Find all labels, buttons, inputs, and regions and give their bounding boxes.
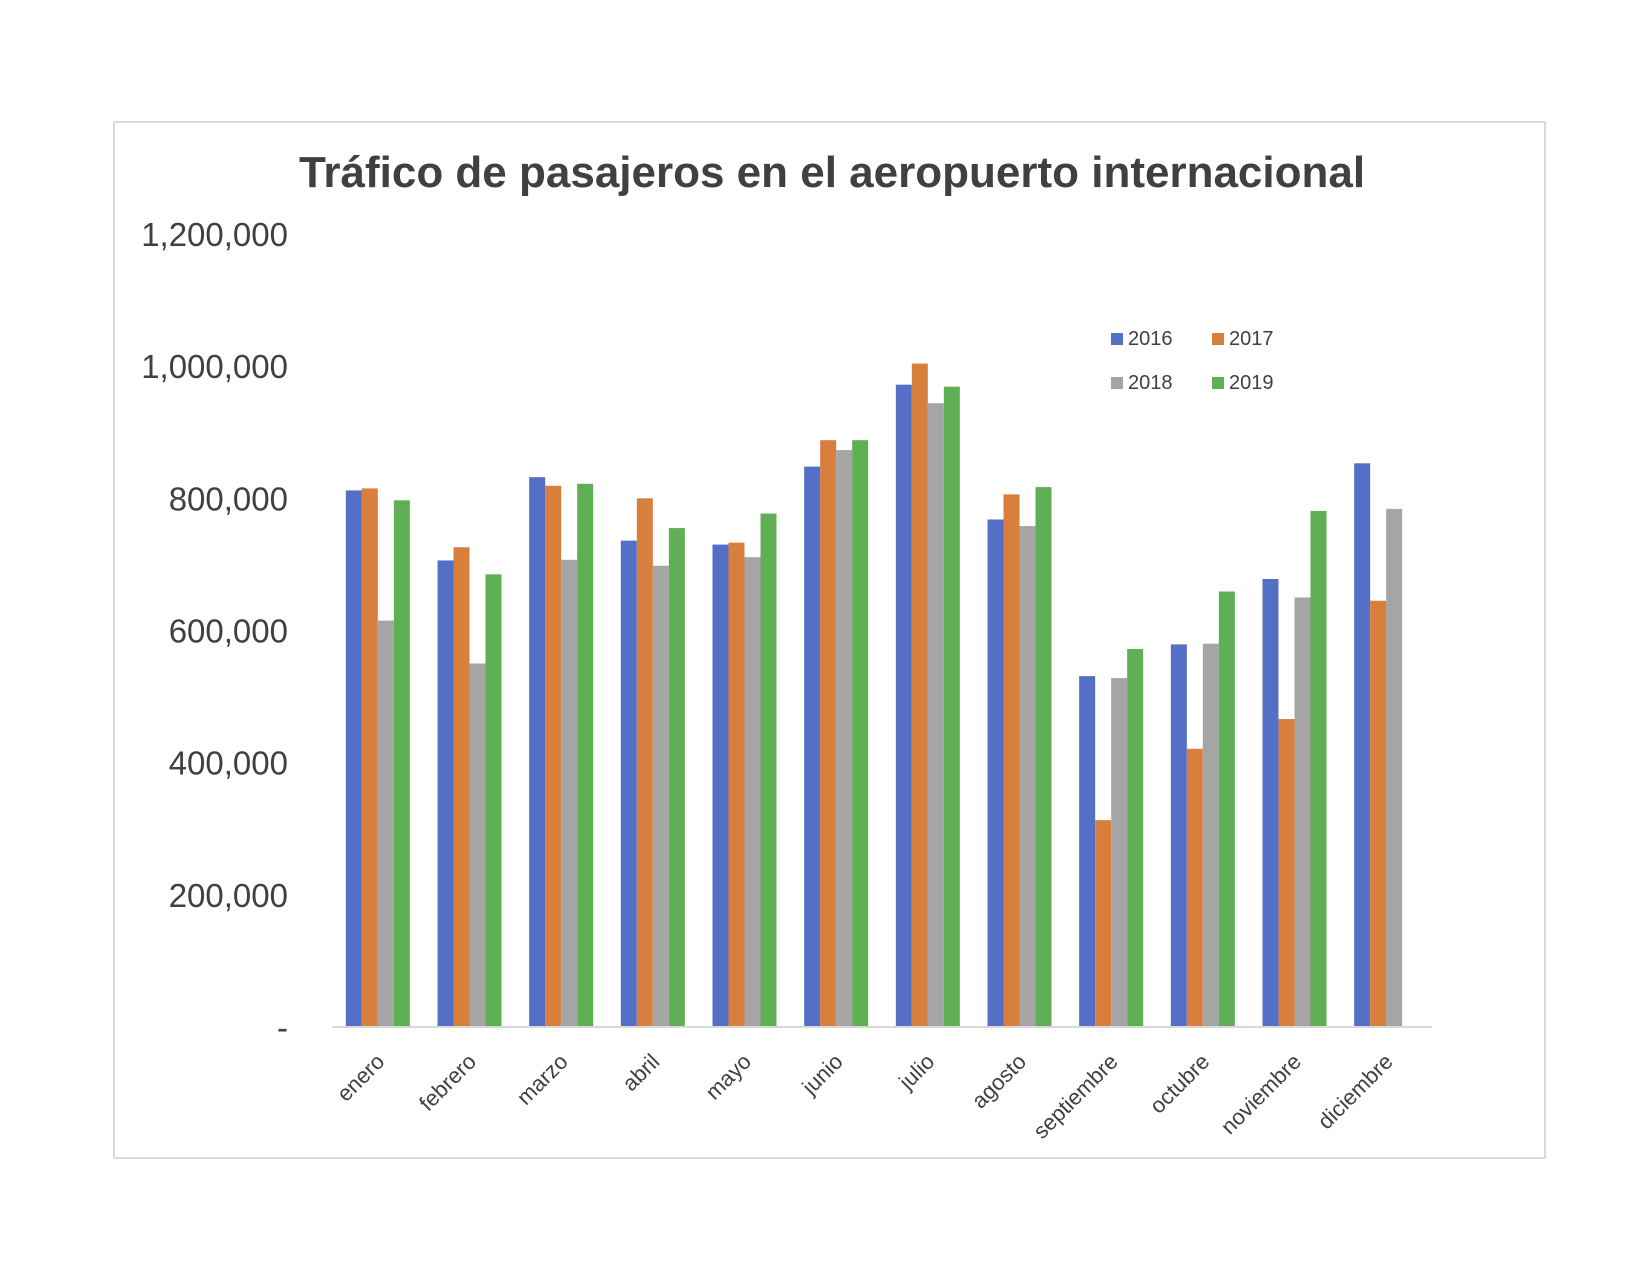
bar-2018-enero (377, 620, 394, 1027)
bar-2016-noviembre (1262, 578, 1279, 1027)
legend: 2016 2017 2018 2019 (1111, 328, 1274, 394)
bar-2019-mayo (760, 513, 777, 1027)
legend-swatch-2017 (1212, 333, 1224, 345)
bar-2019-septiembre (1127, 649, 1144, 1027)
bar-2017-junio (820, 440, 837, 1027)
bar-2018-junio (836, 450, 853, 1027)
bar-2016-octubre (1170, 644, 1187, 1027)
bar-2016-septiembre (1079, 676, 1096, 1027)
bar-2019-enero (393, 500, 410, 1028)
x-tick-label: diciembre (1313, 1049, 1398, 1134)
x-tick-label: marzo (512, 1049, 573, 1110)
x-tick-label: mayo (700, 1049, 756, 1105)
bar-2016-enero (345, 490, 362, 1027)
y-tick-label: 200,000 (169, 877, 288, 914)
bar-2018-abril (652, 565, 669, 1027)
legend-label: 2018 (1128, 372, 1173, 394)
x-tick-label: enero (332, 1049, 389, 1106)
x-tick-label: abril (617, 1049, 664, 1096)
bar-2016-junio (804, 466, 821, 1027)
x-tick-label: julio (893, 1049, 939, 1095)
bar-2016-agosto (987, 519, 1004, 1027)
bar-2018-mayo (744, 557, 761, 1027)
bar-2019-junio (852, 440, 869, 1027)
bar-2016-diciembre (1354, 463, 1371, 1027)
y-tick-label: 600,000 (169, 613, 288, 650)
x-tick-label: septiembre (1028, 1049, 1123, 1144)
bar-2016-julio (895, 384, 912, 1027)
bar-2017-mayo (728, 542, 745, 1027)
bar-2017-noviembre (1278, 719, 1295, 1027)
bar-2018-agosto (1019, 526, 1036, 1027)
bar-2018-diciembre (1386, 508, 1403, 1027)
bar-2019-abril (668, 528, 685, 1027)
bar-2018-octubre (1202, 643, 1219, 1027)
bar-2017-diciembre (1370, 600, 1387, 1027)
bar-2018-julio (927, 403, 944, 1027)
bar-2019-julio (943, 386, 960, 1028)
x-tick-label: noviembre (1216, 1049, 1306, 1139)
bar-2019-agosto (1035, 487, 1052, 1028)
bar-2017-abril (636, 498, 653, 1027)
x-tick-label: febrero (414, 1049, 481, 1116)
bar-2019-noviembre (1310, 510, 1327, 1027)
bar-2018-marzo (561, 559, 578, 1027)
bar-2016-abril (620, 540, 637, 1027)
legend-label: 2017 (1229, 328, 1274, 350)
y-tick-label: 800,000 (169, 480, 288, 517)
bar-2018-septiembre (1111, 678, 1128, 1027)
bar-2016-febrero (437, 560, 454, 1027)
x-tick-label: agosto (967, 1049, 1031, 1113)
legend-label: 2019 (1229, 372, 1274, 394)
bar-2017-septiembre (1095, 820, 1112, 1027)
bar-2018-febrero (469, 663, 486, 1027)
y-tick-label: - (277, 1009, 288, 1046)
bar-2017-febrero (453, 547, 470, 1027)
x-tick-label: junio (796, 1049, 847, 1100)
bar-2019-octubre (1218, 591, 1235, 1027)
y-tick-label: 1,000,000 (141, 348, 288, 385)
legend-swatch-2018 (1111, 377, 1123, 389)
bar-2018-noviembre (1294, 597, 1311, 1027)
legend-swatch-2019 (1212, 377, 1224, 389)
bar-2016-mayo (712, 544, 729, 1027)
bar-series-group (345, 363, 1403, 1028)
chart-title: Tráfico de pasajeros en el aeropuerto in… (299, 148, 1365, 197)
bar-2017-enero (361, 488, 378, 1027)
bar-2019-febrero (485, 574, 502, 1027)
bar-2017-octubre (1186, 748, 1203, 1027)
x-axis: enero febrero marzo abril mayo junio julio agos… (332, 1049, 1398, 1144)
y-tick-label: 1,200,000 (141, 216, 288, 253)
bar-2019-marzo (577, 483, 594, 1027)
bar-2017-julio (911, 363, 928, 1028)
legend-label: 2016 (1128, 328, 1173, 350)
y-axis: - 200,000 400,000 600,000 800,000 1,000,000 1,… (141, 216, 288, 1046)
bar-2017-marzo (545, 485, 562, 1028)
y-tick-label: 400,000 (169, 745, 288, 782)
legend-swatch-2016 (1111, 333, 1123, 345)
x-tick-label: octubre (1145, 1049, 1215, 1119)
bar-2017-agosto (1003, 494, 1020, 1027)
bar-2016-marzo (529, 477, 546, 1028)
